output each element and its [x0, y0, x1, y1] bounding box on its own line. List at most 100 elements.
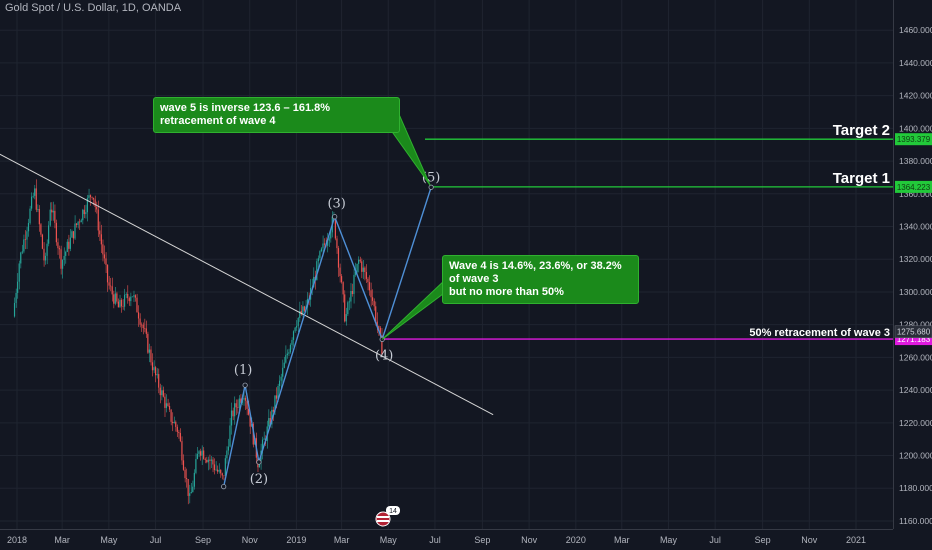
y-tick-label: 1380.000: [899, 156, 932, 166]
candle-body: [145, 328, 147, 334]
candle-body: [48, 225, 50, 244]
candle-body: [339, 267, 341, 277]
candle-body: [344, 294, 346, 322]
x-tick-label: May: [100, 535, 118, 545]
candle-body: [319, 251, 321, 259]
x-tick-label: May: [660, 535, 678, 545]
candle-body: [336, 238, 338, 249]
candle-body: [99, 230, 101, 235]
candle-body: [26, 231, 28, 240]
x-tick-label: Mar: [54, 535, 70, 545]
y-tick-label: 1260.000: [899, 352, 932, 362]
candle-body: [103, 254, 106, 259]
candle-body: [223, 475, 225, 477]
candle-body: [320, 248, 323, 252]
candle-body: [300, 311, 302, 315]
candle-body: [38, 209, 40, 225]
candle-body: [198, 451, 200, 454]
candle-body: [60, 249, 62, 269]
event-count-badge: [386, 506, 400, 515]
y-tick-label: 1300.000: [899, 287, 932, 297]
candle-body: [111, 286, 113, 295]
candle-body: [125, 294, 127, 295]
candle-body: [92, 197, 95, 200]
candle-body: [189, 493, 191, 496]
candle-body: [220, 470, 222, 474]
candle-body: [127, 294, 129, 299]
x-tick-label: 2018: [7, 535, 27, 545]
x-tick-label: 2021: [846, 535, 866, 545]
price-tag: [895, 133, 932, 146]
candle-body: [227, 446, 230, 451]
price-tag-label: 1364.223: [897, 183, 931, 192]
candle-body: [37, 209, 39, 210]
x-tick-label: 2020: [566, 535, 586, 545]
candle-body: [144, 328, 146, 329]
candle-body: [119, 299, 121, 308]
current-price-label: 1275.680: [897, 328, 931, 337]
candle-body: [348, 301, 350, 303]
candle-body: [193, 472, 195, 487]
candle-body: [175, 421, 177, 427]
y-tick-label: 1460.000: [899, 25, 932, 35]
candle-body: [226, 450, 228, 459]
candle-body: [49, 209, 51, 226]
candle-body: [91, 197, 93, 198]
candle-body: [356, 263, 358, 272]
candle-body: [158, 374, 160, 388]
candle-body: [246, 400, 248, 409]
x-tick-label: Mar: [334, 535, 350, 545]
wave4-callout[interactable]: Wave 4 is 14.6%, 23.6%, or 38.2% of wave…: [442, 255, 639, 304]
candle-body: [72, 231, 75, 239]
y-tick-label: 1160.000: [899, 516, 932, 526]
candle-body: [108, 282, 110, 286]
candle-body: [55, 222, 57, 243]
candle-body: [23, 239, 25, 252]
candle-body: [299, 311, 301, 318]
candle-body: [96, 206, 98, 210]
candle-body: [278, 380, 281, 386]
candle-body: [268, 418, 270, 427]
candle-body: [361, 261, 363, 272]
wave-label: (1): [234, 363, 252, 378]
candle-body: [178, 431, 180, 434]
y-tick-label: 1240.000: [899, 385, 932, 395]
candle-body: [128, 298, 130, 302]
trend-line: [0, 153, 494, 416]
candle-body: [368, 282, 371, 291]
level-label: 50% retracement of wave 3: [749, 327, 890, 339]
candle-body: [172, 421, 174, 424]
candle-body: [88, 195, 90, 199]
candle-body: [13, 302, 16, 317]
wave-point: [332, 214, 338, 220]
x-tick-label: Nov: [521, 535, 538, 545]
candle-body: [272, 409, 274, 412]
candle-body: [322, 243, 324, 249]
x-tick-label: 2019: [286, 535, 306, 545]
candle-body: [27, 223, 30, 232]
x-tick-label: May: [380, 535, 398, 545]
candle-body: [46, 243, 48, 256]
candle-body: [139, 318, 141, 325]
candle-body: [106, 264, 109, 283]
wave5-callout[interactable]: wave 5 is inverse 123.6 – 161.8% retrace…: [153, 97, 400, 133]
candle-body: [213, 464, 216, 471]
x-tick-label: Sep: [474, 535, 490, 545]
candle-body: [216, 469, 219, 472]
candle-body: [280, 376, 282, 381]
candle-body: [249, 414, 251, 427]
candle-body: [316, 261, 318, 281]
candle-body: [229, 425, 231, 447]
candle-body: [327, 240, 329, 246]
candle-body: [192, 486, 194, 492]
x-tick-label: Sep: [755, 535, 771, 545]
candle-body: [17, 281, 19, 293]
y-tick-label: 1360.000: [899, 189, 932, 199]
x-tick-label: Nov: [801, 535, 818, 545]
candle-body: [209, 459, 211, 461]
candle-body: [100, 234, 102, 245]
wave-label: (5): [422, 170, 440, 185]
wave-point: [428, 184, 434, 190]
candle-body: [57, 242, 59, 249]
